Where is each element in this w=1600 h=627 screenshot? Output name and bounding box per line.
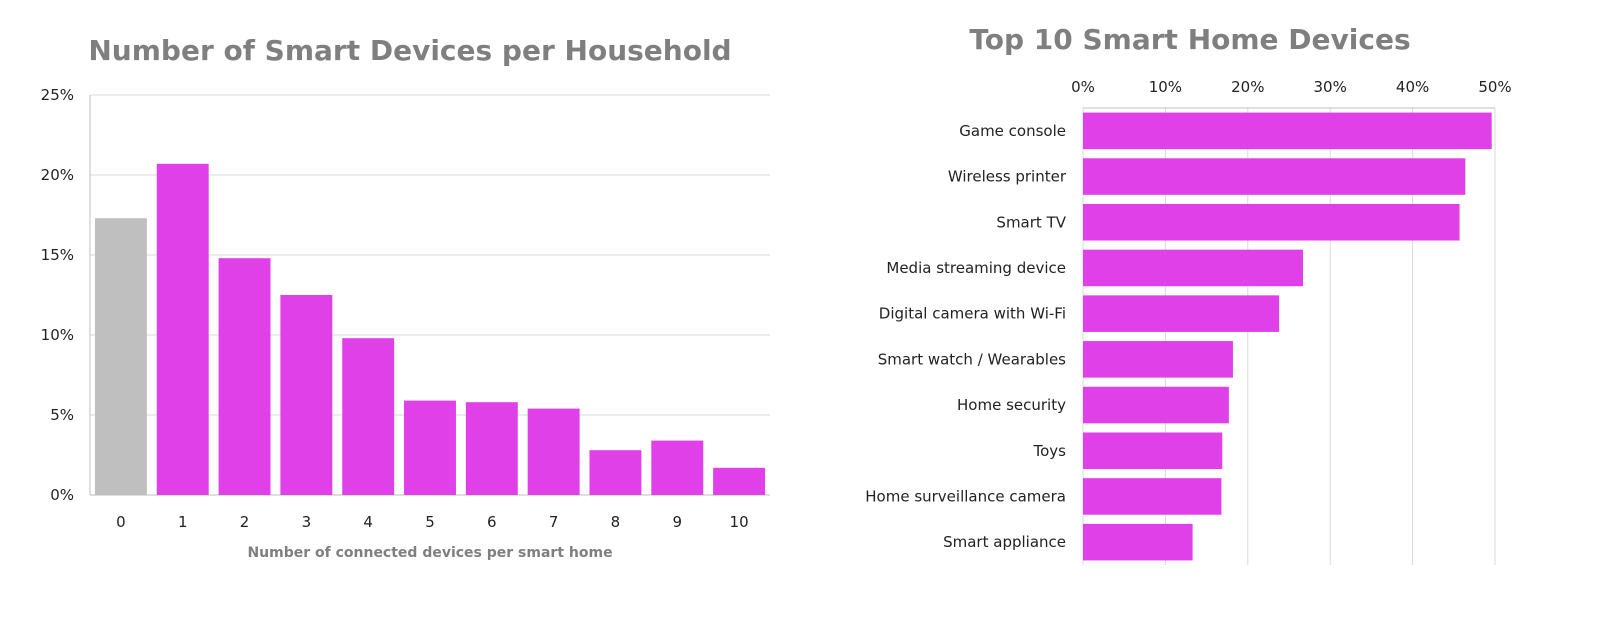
- chart-title: Top 10 Smart Home Devices: [969, 23, 1410, 56]
- y-tick-label: 15%: [41, 246, 74, 264]
- category-label: Home surveillance camera: [865, 487, 1066, 505]
- y-tick-label: 20%: [41, 166, 74, 184]
- bar-8: [589, 450, 642, 495]
- x-tick-label: 10: [730, 513, 749, 531]
- x-tick-label: 8: [611, 513, 621, 531]
- bar-home-security: [1083, 386, 1229, 424]
- x-tick-label: 2: [240, 513, 250, 531]
- category-label: Wireless printer: [948, 168, 1067, 186]
- bar-smart-tv: [1083, 203, 1460, 241]
- x-tick-label: 3: [302, 513, 312, 531]
- x-tick-label: 4: [363, 513, 373, 531]
- category-label: Smart watch / Wearables: [878, 350, 1066, 368]
- x-tick-label: 7: [549, 513, 559, 531]
- bar-6: [465, 402, 518, 495]
- bar-4: [342, 338, 395, 495]
- bar-smart-watch-wearables: [1083, 341, 1233, 378]
- bar-digital-camera-with-wi-fi: [1083, 295, 1280, 332]
- x-tick-label: 1: [178, 513, 188, 531]
- x-tick-label: 0%: [1071, 78, 1095, 96]
- bar-wireless-printer: [1083, 158, 1466, 195]
- x-tick-label: 20%: [1231, 78, 1264, 96]
- x-tick-label: 40%: [1396, 78, 1429, 96]
- bar-1: [156, 163, 209, 496]
- category-label: Smart TV: [996, 213, 1066, 231]
- y-tick-label: 25%: [41, 86, 74, 104]
- x-tick-label: 9: [672, 513, 682, 531]
- category-label: Media streaming device: [886, 259, 1066, 277]
- bar-5: [404, 400, 456, 495]
- bar-3: [280, 295, 333, 495]
- category-label: Toys: [1033, 442, 1067, 460]
- y-tick-label: 0%: [50, 486, 74, 504]
- bar-media-streaming-device: [1083, 249, 1304, 287]
- bar-2: [218, 258, 271, 495]
- x-tick-label: 10%: [1149, 78, 1182, 96]
- x-tick-label: 50%: [1478, 78, 1511, 96]
- bar-home-surveillance-camera: [1083, 478, 1222, 515]
- bar-9: [651, 440, 704, 495]
- x-tick-label: 0: [116, 513, 126, 531]
- chart-title: Number of Smart Devices per Household: [88, 34, 731, 67]
- bar-game-console: [1083, 112, 1492, 150]
- chart-smart-devices-per-household: Number of Smart Devices per Household 0%…: [41, 34, 770, 561]
- x-tick-label: 6: [487, 513, 497, 531]
- category-label: Smart appliance: [943, 533, 1066, 551]
- category-label: Home security: [957, 396, 1066, 414]
- bar-smart-appliance: [1083, 523, 1193, 561]
- y-tick-label: 5%: [50, 406, 74, 424]
- y-tick-label: 10%: [41, 326, 74, 344]
- x-axis-label: Number of connected devices per smart ho…: [247, 545, 612, 561]
- bar-7: [527, 408, 580, 495]
- x-tick-label: 5: [425, 513, 435, 531]
- category-label: Digital camera with Wi-Fi: [879, 305, 1066, 323]
- bar-0: [94, 218, 147, 495]
- category-label: Game console: [959, 122, 1066, 140]
- bar-toys: [1083, 432, 1223, 470]
- x-tick-label: 30%: [1314, 78, 1347, 96]
- bar-10: [713, 467, 766, 495]
